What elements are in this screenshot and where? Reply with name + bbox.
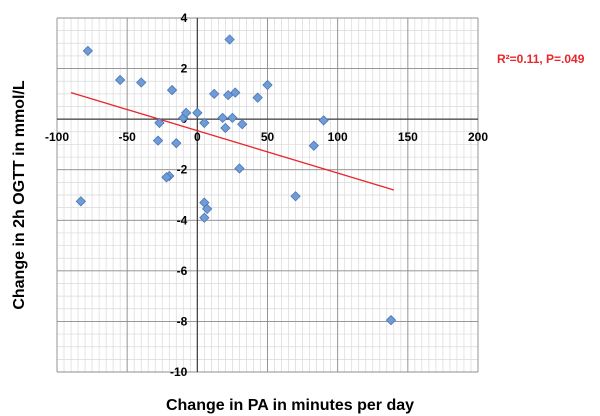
data-point bbox=[180, 107, 192, 118]
data-point bbox=[75, 196, 87, 207]
trendline bbox=[70, 91, 394, 191]
data-point bbox=[209, 88, 220, 100]
x-tick-label: 200 bbox=[468, 130, 488, 144]
data-point bbox=[201, 203, 213, 215]
data-point bbox=[262, 79, 273, 91]
data-point bbox=[166, 84, 178, 96]
data-point bbox=[290, 191, 301, 202]
data-point bbox=[171, 137, 182, 149]
data-point bbox=[318, 115, 329, 126]
data-point bbox=[161, 172, 172, 183]
data-point bbox=[237, 119, 248, 130]
data-point bbox=[152, 135, 164, 146]
regression-annotation: R²=0.11, P=.049 bbox=[497, 52, 585, 66]
x-tick-label: 0 bbox=[194, 130, 201, 144]
y-tick-label: -6 bbox=[177, 264, 188, 278]
y-tick-label: -4 bbox=[177, 213, 188, 227]
data-point bbox=[227, 112, 238, 124]
y-tick-label: 2 bbox=[181, 62, 188, 76]
x-tick-label: -100 bbox=[45, 130, 69, 144]
x-tick-label: -50 bbox=[118, 130, 136, 144]
y-tick-label: -8 bbox=[177, 314, 188, 328]
y-tick-label: -2 bbox=[177, 163, 188, 177]
data-point bbox=[136, 77, 147, 88]
data-point bbox=[82, 45, 94, 57]
data-point bbox=[230, 87, 241, 98]
data-point bbox=[114, 74, 126, 86]
data-point bbox=[252, 92, 263, 103]
x-tick-label: 150 bbox=[398, 130, 418, 144]
x-axis-label: Change in PA in minutes per day bbox=[166, 397, 414, 414]
x-tick-label: 100 bbox=[328, 130, 348, 144]
x-tick-label: 50 bbox=[261, 130, 275, 144]
data-point bbox=[234, 163, 245, 174]
y-tick-label: -10 bbox=[170, 365, 188, 379]
data-point bbox=[199, 117, 210, 129]
data-point bbox=[224, 34, 235, 45]
data-point bbox=[199, 212, 210, 223]
data-point bbox=[385, 314, 397, 326]
data-points bbox=[75, 34, 397, 326]
trendline-group bbox=[70, 91, 394, 191]
data-point bbox=[154, 117, 165, 129]
data-point bbox=[220, 122, 231, 134]
axes bbox=[57, 18, 478, 372]
y-tick-label: 4 bbox=[181, 11, 188, 25]
data-point bbox=[192, 107, 203, 118]
y-axis-label: Change in 2h OGTT in mmol/L bbox=[11, 80, 28, 310]
data-point bbox=[308, 140, 319, 151]
data-point bbox=[217, 112, 228, 124]
